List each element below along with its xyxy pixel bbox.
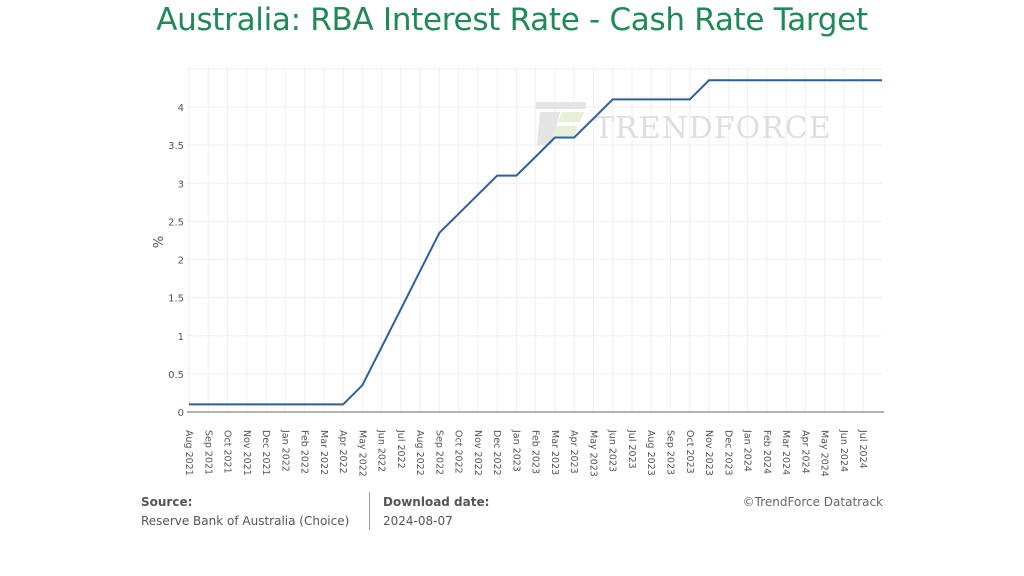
x-tick-label: Feb 2023 <box>530 430 541 474</box>
y-tick-label: 3 <box>178 179 184 190</box>
x-tick-label: Oct 2023 <box>684 430 695 474</box>
trendforce-logo-icon <box>536 102 586 145</box>
x-tick-label: Jun 2023 <box>607 429 618 472</box>
y-tick-label: 3.5 <box>168 141 184 152</box>
x-axis-ticks: Aug 2021 Sep 2021 Oct 2021 Nov 2021 Dec 2021… <box>183 429 868 477</box>
x-tick-label: Oct 2021 <box>222 430 233 474</box>
gridlines <box>187 66 882 412</box>
copyright: ©TrendForce Datatrack <box>742 495 883 509</box>
line-chart: TRENDFORCE 0 0.5 1 1.5 2 2.5 3 3.5 4 % Aug 2021 S… <box>152 66 884 477</box>
x-tick-label: Mar 2023 <box>549 430 560 475</box>
x-tick-label: Apr 2024 <box>799 430 810 474</box>
y-axis-label: % <box>152 236 167 248</box>
x-tick-label: Oct 2022 <box>453 430 464 474</box>
x-tick-label: Jun 2024 <box>838 429 849 472</box>
x-tick-label: Nov 2021 <box>241 430 252 476</box>
x-tick-label: Mar 2024 <box>780 430 791 475</box>
x-tick-label: May 2022 <box>356 430 367 477</box>
x-tick-label: Dec 2023 <box>722 430 733 476</box>
x-tick-label: Nov 2023 <box>703 430 714 476</box>
source-block: Source: Reserve Bank of Australia (Choic… <box>141 495 349 528</box>
x-tick-label: Aug 2021 <box>183 430 194 476</box>
x-tick-label: Jul 2022 <box>395 429 406 469</box>
watermark-text: TRENDFORCE <box>594 111 832 146</box>
y-tick-label: 4 <box>178 103 184 114</box>
chart-title: Australia: RBA Interest Rate - Cash Rate… <box>156 2 868 38</box>
x-tick-label: Sep 2023 <box>665 430 676 475</box>
y-axis-ticks: 0 0.5 1 1.5 2 2.5 3 3.5 4 <box>168 103 184 419</box>
x-tick-label: Jan 2024 <box>742 429 753 472</box>
x-tick-label: Sep 2022 <box>433 430 444 475</box>
x-tick-label: May 2024 <box>819 430 830 477</box>
x-tick-label: Apr 2022 <box>337 430 348 474</box>
x-tick-label: Dec 2021 <box>260 430 271 476</box>
x-tick-label: Jan 2023 <box>510 429 521 472</box>
x-tick-label: Dec 2022 <box>491 430 502 476</box>
y-tick-label: 1 <box>178 332 184 343</box>
y-tick-label: 0.5 <box>168 370 184 381</box>
x-tick-label: Jul 2023 <box>626 429 637 469</box>
x-tick-label: May 2023 <box>587 430 598 477</box>
x-tick-label: Aug 2023 <box>645 430 656 476</box>
x-tick-label: Apr 2023 <box>568 430 579 474</box>
footer-divider <box>369 492 370 530</box>
y-tick-label: 2.5 <box>168 217 184 228</box>
download-block: Download date: 2024-08-07 <box>383 495 489 528</box>
y-tick-label: 2 <box>178 256 184 267</box>
y-tick-label: 0 <box>178 408 184 419</box>
series-line-cash-rate <box>189 79 882 406</box>
x-tick-label: Sep 2021 <box>202 430 213 475</box>
source-label: Source: <box>141 495 193 509</box>
x-tick-label: Jul 2024 <box>857 429 868 469</box>
x-tick-label: Jan 2022 <box>279 429 290 472</box>
x-tick-label: Mar 2022 <box>318 430 329 475</box>
x-tick-label: Nov 2022 <box>472 430 483 476</box>
x-tick-label: Feb 2024 <box>761 430 772 474</box>
source-value: Reserve Bank of Australia (Choice) <box>141 514 350 528</box>
x-tick-label: Aug 2022 <box>414 430 425 476</box>
x-tick-label: Feb 2022 <box>299 430 310 474</box>
y-tick-label: 1.5 <box>168 294 184 305</box>
x-tick-label: Jun 2022 <box>376 429 387 472</box>
download-date-label: Download date: <box>383 495 490 509</box>
download-date-value: 2024-08-07 <box>383 514 453 528</box>
watermark: TRENDFORCE <box>536 102 832 146</box>
